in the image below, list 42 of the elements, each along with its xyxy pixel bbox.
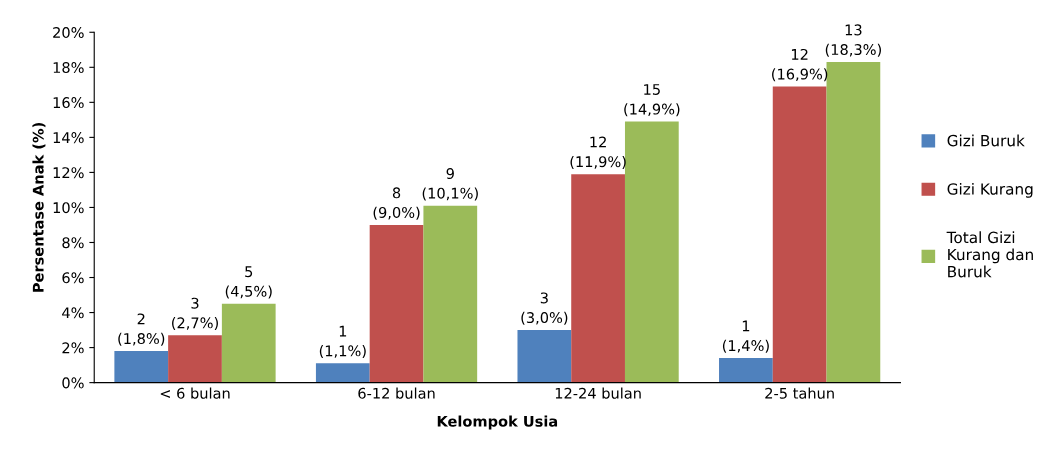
y-tick-label: 0% (62, 377, 84, 389)
y-tick-label: 14% (53, 132, 84, 144)
y-tick-label: 16% (53, 97, 84, 109)
data-label: 15 (14,9%) (624, 84, 680, 117)
y-tick-label: 8% (62, 237, 84, 249)
data-label: 8 (9,0%) (373, 187, 420, 220)
data-label: 1 (1,1%) (319, 325, 366, 359)
y-tick-label: 18% (53, 62, 84, 74)
bar (114, 351, 169, 383)
bar (517, 330, 572, 383)
x-tick-label: 6-12 bulan (358, 387, 435, 399)
data-label: 13 (18,3%) (825, 24, 881, 57)
x-tick-label: 2-5 tahun (765, 387, 834, 399)
bar (315, 363, 370, 383)
y-axis-title: Persentase Anak (%) (32, 123, 46, 292)
legend-label: Gizi Kurang (947, 182, 1033, 198)
y-tick-label: 10% (53, 202, 84, 214)
legend-label: Gizi Buruk (947, 134, 1025, 147)
legend-label: Total Gizi Kurang dan Buruk (946, 231, 1033, 278)
data-label: 5 (4,5%) (225, 266, 272, 299)
x-tick-label: < 6 bulan (160, 387, 230, 399)
bar (826, 62, 881, 383)
data-label: 9 (10,1%) (422, 168, 478, 201)
data-label: 3 (3,0%) (521, 292, 568, 325)
bar (624, 121, 679, 383)
y-tick-label: 2% (62, 342, 84, 354)
bar (423, 205, 478, 383)
data-label: 3 (2,7%) (172, 297, 218, 331)
y-tick-label: 20% (53, 26, 84, 39)
x-tick-label: 12-24 bulan (555, 387, 641, 399)
y-tick-label: 6% (62, 272, 84, 284)
bar (571, 174, 625, 383)
bar (221, 303, 276, 383)
bar (772, 86, 827, 383)
y-tick-label: 12% (53, 167, 84, 179)
data-label: 2 (1,8%) (118, 313, 165, 346)
x-axis-title: Kelompok Usia (437, 415, 558, 430)
data-label: 1 (1,4%) (722, 320, 769, 353)
y-tick-label: 4% (62, 307, 84, 319)
bar (719, 358, 773, 383)
bar (168, 335, 222, 383)
bar (369, 224, 424, 383)
